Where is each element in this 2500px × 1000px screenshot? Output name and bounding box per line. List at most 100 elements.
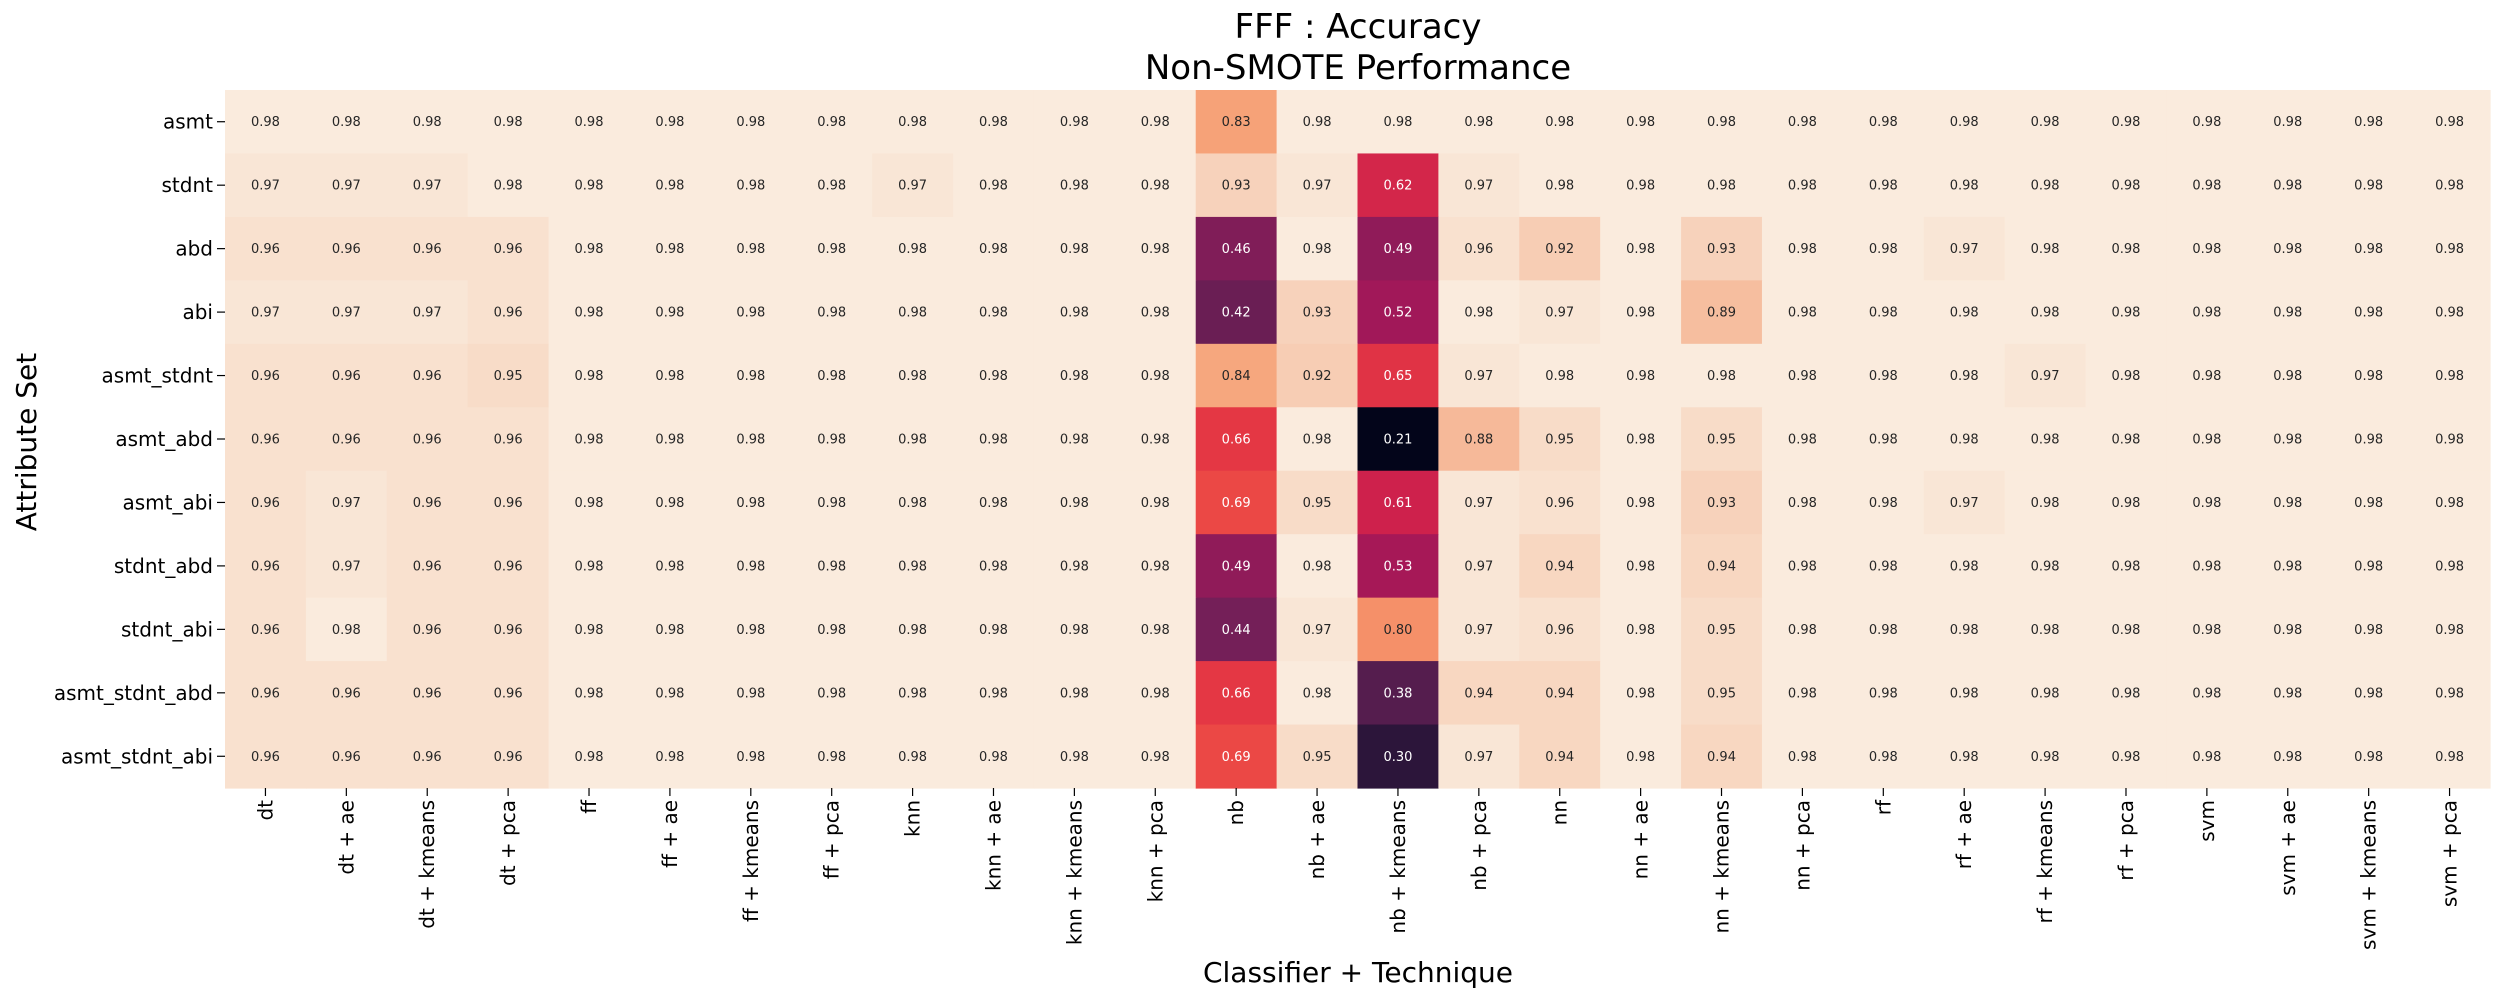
heatmap-cell	[467, 724, 550, 789]
cell-value-label: 0.98	[979, 306, 1008, 321]
heatmap-cell	[1923, 216, 2006, 281]
y-tick-label: asmt_stdnt_abd	[54, 681, 213, 705]
cell-value-label: 0.98	[2273, 115, 2302, 130]
cell-value-label: 0.98	[2435, 496, 2464, 511]
heatmap-cell	[1357, 407, 1439, 472]
heatmap-cell	[710, 90, 792, 155]
cell-value-label: 0.97	[251, 179, 280, 194]
cell-value-label: 0.98	[655, 686, 684, 701]
cell-value-label: 0.98	[817, 433, 846, 448]
cell-value-label: 0.96	[1545, 623, 1574, 638]
cell-value-label: 0.98	[736, 496, 765, 511]
cell-value-label: 0.96	[413, 750, 442, 765]
heatmap-cell	[1681, 470, 1763, 535]
heatmap-cell	[1761, 153, 1844, 218]
cell-value-label: 0.95	[1303, 750, 1332, 765]
cell-value-label: 0.97	[1950, 496, 1979, 511]
heatmap-cell	[2166, 534, 2248, 599]
x-tick-label: dt	[253, 800, 277, 821]
cell-value-label: 0.89	[1707, 306, 1736, 321]
cell-value-label: 0.98	[2354, 750, 2383, 765]
cell-value-label: 0.98	[655, 433, 684, 448]
cell-value-label: 0.98	[1141, 496, 1170, 511]
cell-value-label: 0.98	[1545, 179, 1574, 194]
heatmap-cell	[2166, 407, 2248, 472]
cell-value-label: 0.98	[736, 242, 765, 257]
cell-value-label: 0.46	[1222, 242, 1251, 257]
cell-value-label: 0.98	[1141, 306, 1170, 321]
cell-value-label: 0.98	[575, 496, 604, 511]
cell-value-label: 0.92	[1545, 242, 1574, 257]
heatmap-cell	[386, 90, 469, 155]
cell-value-label: 0.98	[1626, 179, 1655, 194]
cell-value-label: 0.96	[494, 242, 523, 257]
cell-value-label: 0.98	[1950, 369, 1979, 384]
heatmap-cell	[872, 216, 954, 281]
cell-value-label: 0.97	[1464, 623, 1493, 638]
cell-value-label: 0.98	[2112, 559, 2141, 574]
cell-value-label: 0.98	[898, 306, 927, 321]
heatmap-cell	[2085, 661, 2168, 726]
heatmap-cell	[953, 343, 1035, 408]
heatmap-cell	[1438, 724, 1520, 789]
heatmap-cell	[1195, 90, 1278, 155]
x-tick-label: nn + kmeans	[1710, 800, 1734, 934]
heatmap-cell	[1681, 407, 1763, 472]
heatmap-cell	[953, 661, 1035, 726]
cell-value-label: 0.98	[2273, 750, 2302, 765]
cell-value-label: 0.98	[575, 750, 604, 765]
heatmap-cell	[1276, 90, 1359, 155]
heatmap-cell	[2004, 90, 2087, 155]
cell-value-label: 0.98	[575, 179, 604, 194]
heatmap-cell	[1276, 153, 1359, 218]
heatmap-cell	[1033, 216, 1116, 281]
x-tick-label: nn + ae	[1629, 800, 1653, 879]
cell-value-label: 0.98	[979, 179, 1008, 194]
cell-value-label: 0.98	[2192, 306, 2221, 321]
cell-value-label: 0.97	[1545, 306, 1574, 321]
cell-value-label: 0.98	[1626, 559, 1655, 574]
heatmap-cell	[225, 280, 307, 345]
heatmap-cell	[629, 153, 711, 218]
heatmap-cell	[2409, 343, 2491, 408]
cell-value-label: 0.98	[655, 115, 684, 130]
heatmap-cell	[1195, 661, 1278, 726]
heatmap-cell	[1842, 661, 1925, 726]
cell-value-label: 0.98	[2031, 496, 2060, 511]
cell-value-label: 0.96	[494, 750, 523, 765]
heatmap-cell	[1681, 597, 1763, 662]
heatmap-cell	[629, 534, 711, 599]
heatmap-cell	[467, 90, 550, 155]
cell-value-label: 0.95	[1707, 433, 1736, 448]
heatmap-cell	[1600, 470, 1682, 535]
heatmap-cell	[1761, 724, 1844, 789]
cell-value-label: 0.98	[2192, 686, 2221, 701]
heatmap-cell	[1438, 661, 1520, 726]
heatmap-cell	[1438, 343, 1520, 408]
heatmap-cell	[305, 216, 388, 281]
heatmap-cell	[1519, 153, 1601, 218]
heatmap-cell	[1114, 216, 1197, 281]
cell-value-label: 0.98	[736, 559, 765, 574]
cell-value-label: 0.93	[1707, 496, 1736, 511]
heatmap-cell	[1519, 343, 1601, 408]
cell-value-label: 0.96	[413, 496, 442, 511]
heatmap-cell	[1114, 724, 1197, 789]
heatmap-cell	[2166, 90, 2248, 155]
cell-value-label: 0.96	[494, 306, 523, 321]
heatmap-cell	[629, 724, 711, 789]
heatmap-cell	[1600, 216, 1682, 281]
cell-value-label: 0.21	[1383, 433, 1412, 448]
heatmap-cell	[1357, 343, 1439, 408]
heatmap-cell	[1033, 724, 1116, 789]
heatmap-cell	[1357, 470, 1439, 535]
cell-value-label: 0.98	[1869, 623, 1898, 638]
x-tick-label: svm + ae	[2276, 800, 2300, 896]
y-tick-label: asmt_stdnt_abi	[61, 744, 213, 768]
cell-value-label: 0.98	[736, 306, 765, 321]
cell-value-label: 0.98	[736, 115, 765, 130]
cell-value-label: 0.98	[1141, 686, 1170, 701]
cell-value-label: 0.98	[1869, 242, 1898, 257]
cell-value-label: 0.98	[655, 750, 684, 765]
x-tick-label: rf + ae	[1952, 800, 1976, 869]
